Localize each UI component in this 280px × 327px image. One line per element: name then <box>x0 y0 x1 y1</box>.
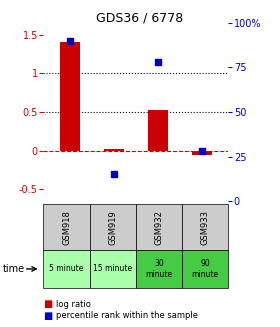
Text: percentile rank within the sample: percentile rank within the sample <box>56 311 198 320</box>
Text: GSM932: GSM932 <box>154 210 164 245</box>
Text: ■: ■ <box>43 311 53 320</box>
Text: 30
minute: 30 minute <box>145 259 172 279</box>
Point <box>111 172 116 177</box>
Text: GSM919: GSM919 <box>108 210 117 245</box>
Bar <box>60 42 80 151</box>
Text: time: time <box>3 264 25 274</box>
Point <box>67 38 72 43</box>
Bar <box>148 111 168 151</box>
Text: 15 minute: 15 minute <box>93 265 132 273</box>
Text: log ratio: log ratio <box>56 300 91 309</box>
Text: 5 minute: 5 minute <box>49 265 84 273</box>
Text: GSM933: GSM933 <box>200 210 210 245</box>
Point <box>200 148 204 154</box>
Bar <box>192 151 212 155</box>
Bar <box>104 149 124 151</box>
Text: GSM918: GSM918 <box>62 210 71 245</box>
Text: 90
minute: 90 minute <box>192 259 219 279</box>
Text: ■: ■ <box>43 299 53 309</box>
Text: GDS36 / 6778: GDS36 / 6778 <box>96 11 184 25</box>
Point <box>156 60 160 65</box>
